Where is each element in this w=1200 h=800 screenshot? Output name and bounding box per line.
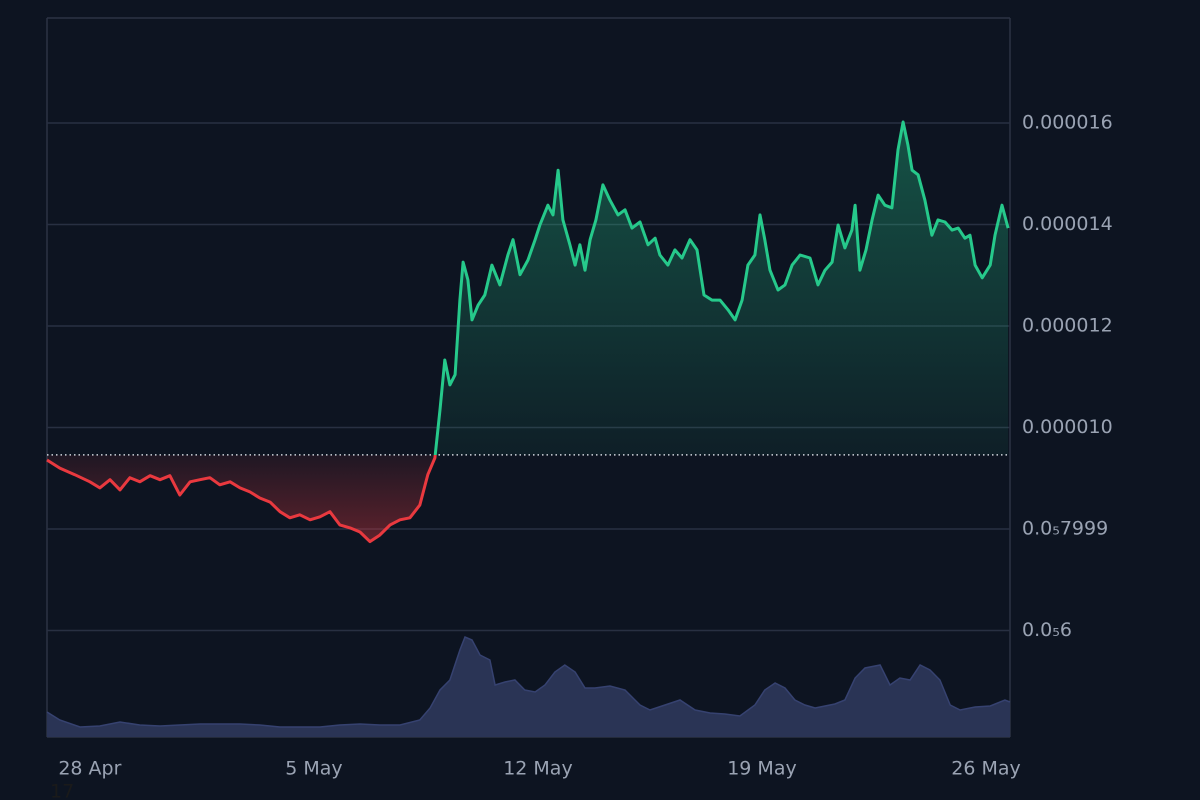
- baseline-fill: [47, 122, 1009, 542]
- y-tick-label: 0.0₅6: [1022, 619, 1072, 641]
- volume-area: [47, 637, 1010, 737]
- x-tick-label: 26 May: [951, 758, 1021, 780]
- x-tick-label: 12 May: [503, 758, 573, 780]
- y-tick-label: 0.0₅7999: [1022, 518, 1108, 540]
- corner-text: 17: [50, 781, 74, 800]
- price-line: [46, 120, 1010, 544]
- x-tick-label: 19 May: [727, 758, 797, 780]
- y-tick-label: 0.000014: [1022, 213, 1113, 235]
- x-tick-label: 28 Apr: [58, 758, 121, 780]
- y-tick-label: 0.000010: [1022, 416, 1113, 438]
- y-tick-label: 0.000012: [1022, 314, 1113, 336]
- y-tick-label: 0.000016: [1022, 112, 1113, 134]
- volume-line: [46, 636, 1011, 728]
- x-tick-label: 5 May: [285, 758, 342, 780]
